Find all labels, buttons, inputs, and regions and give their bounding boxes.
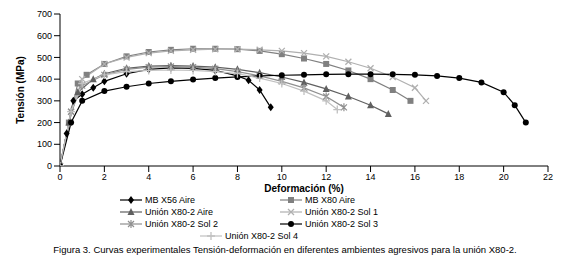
svg-text:100: 100	[37, 139, 52, 149]
svg-text:Tensión (MPa): Tensión (MPa)	[15, 56, 26, 124]
svg-text:22: 22	[543, 172, 553, 182]
svg-text:300: 300	[37, 96, 52, 106]
svg-text:2: 2	[102, 172, 107, 182]
html-text:Figura 3. Curvas experimentale: Figura 3. Curvas experimentales Tensión-…	[53, 244, 517, 255]
html-text:MB X80 Aire: MB X80 Aire	[305, 195, 355, 205]
svg-text:500: 500	[37, 53, 52, 63]
svg-text:0: 0	[57, 172, 62, 182]
svg-text:16: 16	[410, 172, 420, 182]
svg-text:Deformación (%): Deformación (%)	[264, 183, 343, 194]
svg-text:4: 4	[146, 172, 151, 182]
html-text:Unión X80-2 Sol 3: Unión X80-2 Sol 3	[305, 219, 378, 229]
svg-text:400: 400	[37, 74, 52, 84]
svg-text:600: 600	[37, 31, 52, 41]
svg-text:8: 8	[235, 172, 240, 182]
html-text:Unión X80-2 Sol 4: Unión X80-2 Sol 4	[225, 231, 298, 241]
svg-text:0: 0	[47, 161, 52, 171]
html-text:Unión X80-2 Sol 1: Unión X80-2 Sol 1	[305, 207, 378, 217]
html-text:MB X56 Aire: MB X56 Aire	[145, 195, 195, 205]
html-text:Unión X80-2 Aire: Unión X80-2 Aire	[145, 207, 213, 217]
svg-text:14: 14	[366, 172, 376, 182]
svg-text:10: 10	[277, 172, 287, 182]
svg-text:6: 6	[191, 172, 196, 182]
svg-text:12: 12	[321, 172, 331, 182]
svg-text:20: 20	[499, 172, 509, 182]
svg-text:700: 700	[37, 9, 52, 19]
svg-text:200: 200	[37, 118, 52, 128]
svg-text:18: 18	[454, 172, 464, 182]
html-text:Unión X80-2 Sol 2: Unión X80-2 Sol 2	[145, 219, 218, 229]
